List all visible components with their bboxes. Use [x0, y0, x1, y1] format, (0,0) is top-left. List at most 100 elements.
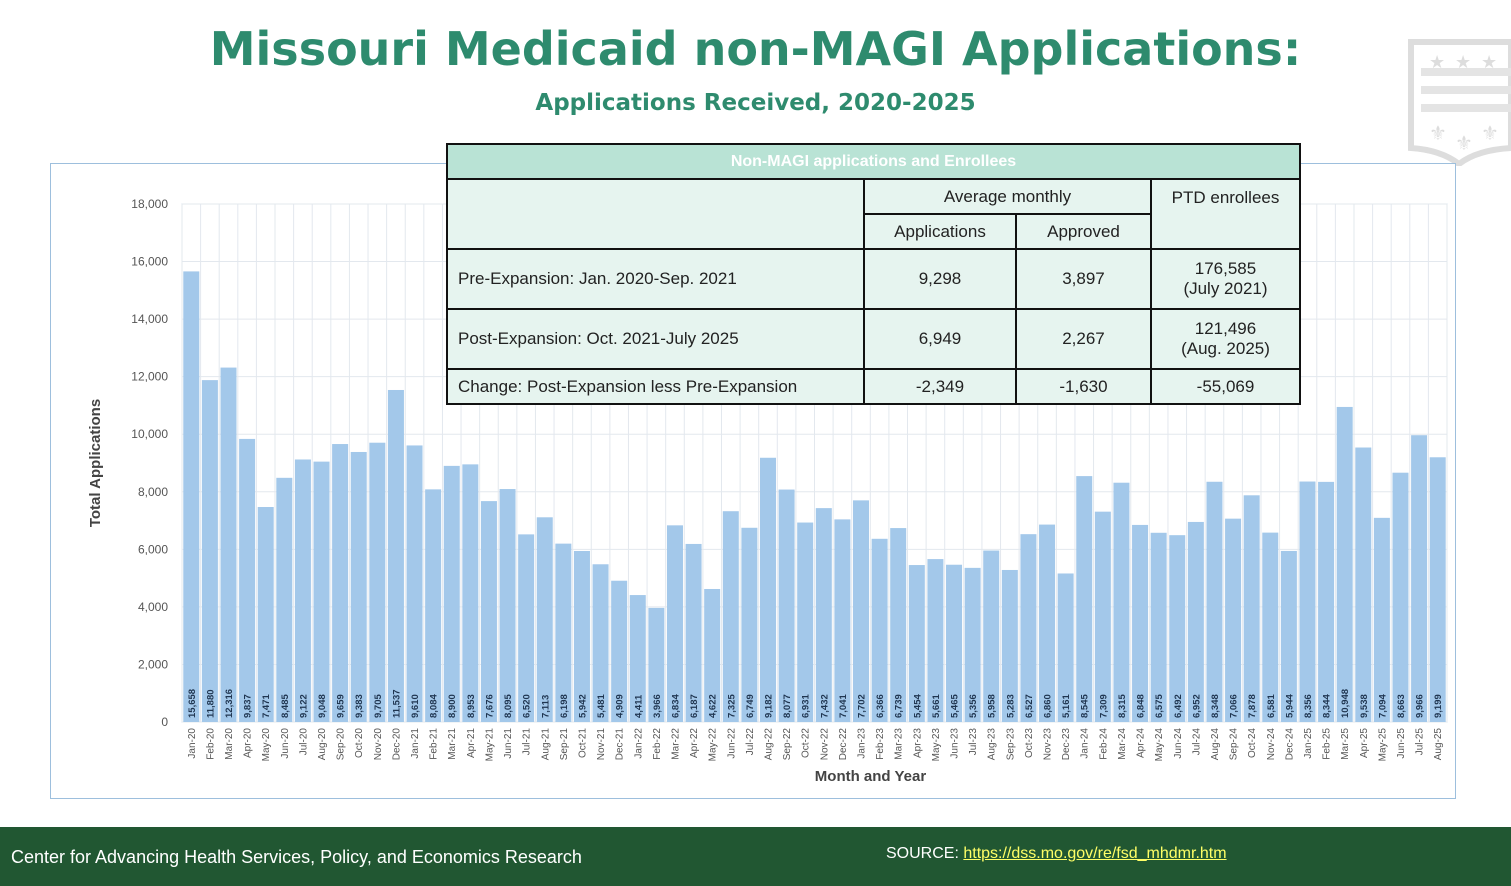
y-tick-label: 2,000 — [138, 657, 168, 671]
table-row-label: Change: Post-Expansion less Pre-Expansio… — [446, 368, 865, 405]
bar — [592, 564, 609, 722]
data-label: 12,316 — [224, 689, 235, 718]
y-tick-label: 16,000 — [131, 255, 168, 269]
x-tick-label: May-21 — [484, 728, 495, 762]
x-tick-label: Aug-24 — [1210, 728, 1221, 761]
x-tick-label: Jul-20 — [298, 728, 309, 756]
bar — [369, 442, 386, 722]
data-label: 6,739 — [894, 694, 905, 718]
data-label: 5,944 — [1284, 694, 1295, 718]
bar — [871, 538, 888, 722]
x-tick-label: Dec-20 — [391, 728, 402, 761]
page-subtitle: Applications Received, 2020-2025 — [535, 90, 976, 116]
bar — [834, 519, 851, 722]
table-cell-applications: 9,298 — [863, 248, 1017, 310]
data-label: 9,199 — [1433, 694, 1444, 718]
x-tick-label: May-24 — [1154, 728, 1165, 762]
bar — [1392, 472, 1409, 722]
y-tick-label: 10,000 — [131, 427, 168, 441]
bar — [927, 559, 944, 722]
bar — [1076, 476, 1093, 722]
svg-text:⚜: ⚜ — [1429, 121, 1447, 145]
x-tick-label: Jul-25 — [1415, 728, 1426, 756]
ptd-value: 176,585 — [1194, 259, 1257, 278]
y-tick-label: 14,000 — [131, 312, 168, 326]
source-link[interactable]: https://dss.mo.gov/re/fsd_mhdmr.htm — [963, 845, 1227, 862]
data-label: 5,661 — [931, 694, 942, 718]
svg-text:⚜: ⚜ — [1455, 131, 1473, 155]
table-cell-applications: 6,949 — [863, 308, 1017, 370]
source-label: SOURCE: — [886, 845, 964, 862]
x-tick-label: Mar-24 — [1117, 728, 1128, 760]
x-tick-label: Apr-24 — [1136, 728, 1147, 758]
y-axis-title: Total Applications — [87, 399, 104, 527]
bar — [1094, 511, 1111, 722]
x-tick-label: Nov-21 — [596, 728, 607, 761]
y-tick-label: 0 — [161, 715, 168, 729]
x-tick-label: Jul-21 — [522, 728, 533, 756]
data-label: 8,095 — [503, 694, 514, 718]
data-label: 4,909 — [615, 694, 626, 718]
table-row: Pre-Expansion: Jan. 2020-Sep. 2021 9,298… — [446, 248, 1301, 310]
table-ptd-header: PTD enrollees — [1150, 178, 1301, 250]
x-tick-label: Sep-24 — [1229, 728, 1240, 761]
data-label: 7,702 — [857, 694, 868, 718]
x-tick-label: Jul-24 — [1191, 728, 1202, 756]
x-tick-label: Feb-24 — [1098, 728, 1109, 760]
bar — [183, 271, 200, 722]
data-label: 8,485 — [280, 694, 291, 718]
data-label: 6,520 — [522, 694, 533, 718]
y-tick-label: 8,000 — [138, 485, 168, 499]
data-label: 9,705 — [373, 694, 384, 718]
data-label: 6,492 — [1173, 694, 1184, 718]
x-axis-title: Month and Year — [815, 768, 927, 785]
data-label: 7,432 — [819, 694, 830, 718]
x-tick-label: Oct-22 — [801, 728, 812, 758]
table-col-applications: Applications — [863, 213, 1017, 250]
data-label: 9,538 — [1359, 694, 1370, 718]
ptd-value: 121,496 — [1194, 319, 1257, 338]
data-label: 7,066 — [1229, 694, 1240, 718]
bar — [1355, 447, 1372, 722]
table-row: Post-Expansion: Oct. 2021-July 2025 6,94… — [446, 308, 1301, 370]
bar — [759, 457, 776, 722]
data-label: 7,878 — [1247, 694, 1258, 718]
x-tick-label: Aug-21 — [540, 728, 551, 761]
footer-bar: Center for Advancing Health Services, Po… — [0, 827, 1511, 886]
bar — [425, 489, 442, 722]
data-label: 5,465 — [950, 694, 961, 718]
bar — [276, 477, 293, 722]
x-tick-label: Dec-24 — [1284, 728, 1295, 761]
table-row-label: Pre-Expansion: Jan. 2020-Sep. 2021 — [446, 248, 865, 310]
bar — [1187, 521, 1204, 722]
data-label: 9,122 — [298, 694, 309, 718]
bar — [685, 543, 702, 722]
x-tick-label: Jan-21 — [410, 728, 421, 759]
bar — [722, 511, 739, 722]
data-label: 9,048 — [317, 694, 328, 718]
bar — [1020, 534, 1037, 722]
x-tick-label: Aug-20 — [317, 728, 328, 761]
x-tick-label: Jul-23 — [968, 728, 979, 756]
bar — [1150, 532, 1167, 722]
data-label: 6,366 — [875, 694, 886, 718]
bar — [294, 459, 311, 722]
table-title: Non-MAGI applications and Enrollees — [446, 143, 1301, 180]
table-cell-approved: 3,897 — [1015, 248, 1152, 310]
bar — [964, 567, 981, 722]
bar — [1280, 550, 1297, 722]
data-label: 7,041 — [838, 694, 849, 718]
bar — [741, 527, 758, 722]
table-blank-cell — [446, 178, 865, 250]
x-tick-label: Jan-22 — [633, 728, 644, 759]
data-label: 8,084 — [429, 694, 440, 718]
x-tick-label: Mar-22 — [670, 728, 681, 760]
x-tick-label: Feb-21 — [429, 728, 440, 760]
data-label: 8,663 — [1396, 694, 1407, 718]
data-label: 4,622 — [708, 694, 719, 718]
y-tick-label: 6,000 — [138, 542, 168, 556]
x-tick-label: Oct-23 — [1024, 728, 1035, 758]
bar — [1262, 532, 1279, 722]
bar — [406, 445, 423, 722]
x-tick-label: Feb-25 — [1322, 728, 1333, 760]
